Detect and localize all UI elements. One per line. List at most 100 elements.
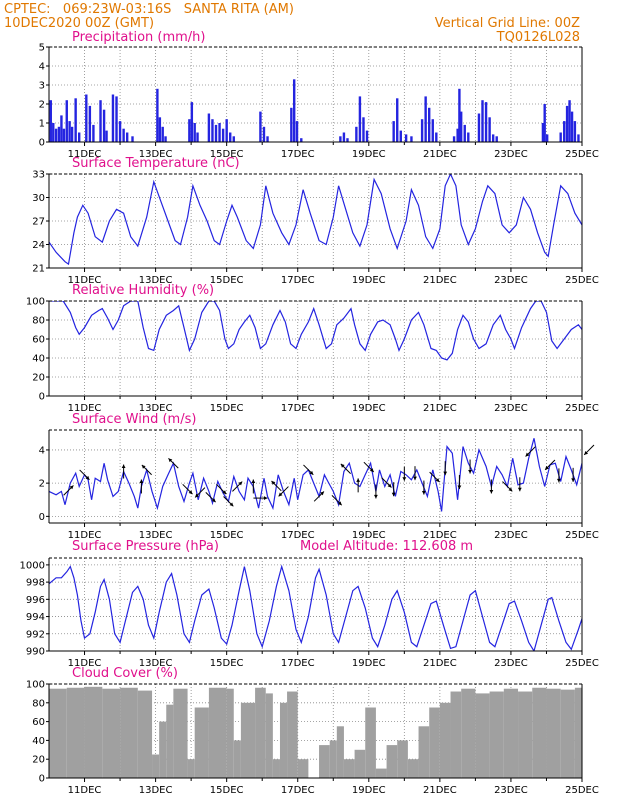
cloud-x-tick-label: 13DEC [139,785,173,796]
cloud-bar [272,759,280,778]
wind-arrow-head [413,476,417,481]
precip-bar [495,136,498,142]
precip-bar [74,98,77,142]
precip-bar [52,123,55,142]
precip-bar [68,121,71,142]
wind-x-tick-label: 25DEC [565,530,599,541]
humidity-y-tick-label: 60 [32,335,45,346]
cloud-bar [546,688,561,778]
precip-bar [428,107,431,142]
precip-bar [214,124,218,142]
cloud-bar [159,721,167,778]
cloud-y-tick-label: 40 [32,736,45,747]
wind-arrow-head [387,483,392,488]
cloud-bar [461,688,476,778]
wind-data [49,438,582,512]
temperature-line [49,174,582,266]
pressure-x-tick-label: 13DEC [139,658,173,669]
wind-arrow-head [571,478,576,482]
precip-bar [164,136,167,142]
precip-x-tick-label: 25DEC [565,149,599,160]
precip-bar [396,98,399,142]
humidity-x-tick-label: 23DEC [494,403,528,414]
precip-x-tick-label: 21DEC [423,149,457,160]
wind-arrow-head [320,491,324,496]
precip-bar [259,111,262,142]
precip-y-tick-label: 1 [39,119,45,130]
header-grid-note: Vertical Grid Line: 00Z [434,16,580,31]
precip-bar [161,126,164,142]
cloud-title: Cloud Cover (%) [72,666,178,681]
wind-x-tick-label: 19DEC [352,530,386,541]
humidity-line [49,301,582,361]
precip-y-tick-label: 0 [39,138,45,149]
humidity-y-tick-label: 40 [32,354,45,365]
wind-arrow-head [468,470,472,474]
temperature-x-tick-label: 21DEC [423,275,457,286]
precip-bar [339,136,342,142]
wind-arrow-head [309,470,314,475]
wind-x-tick-label: 17DEC [281,530,315,541]
wind-arrow-head [211,498,216,503]
cloud-x-tick-label: 25DEC [565,785,599,796]
wind-x-tick-label: 21DEC [423,530,457,541]
pressure-y-tick-label: 994 [26,612,45,623]
precip-bar [290,107,293,142]
pressure-title: Surface Pressure (hPa) [72,539,219,554]
pressure-x-tick-label: 21DEC [423,658,457,669]
temperature-x-tick-label: 13DEC [139,275,173,286]
cloud-x-tick-label: 15DEC [210,785,244,796]
precip-bar [559,132,562,142]
cloud-bar [194,707,209,778]
cloud-bar [343,759,355,778]
precip-bar [570,111,574,142]
precip-bar [362,117,365,142]
wind-arrow-head [421,491,426,495]
precip-bar [467,132,470,142]
precip-bar [225,119,228,142]
precip-bar [196,132,199,142]
humidity-panel: 0 20 40 60 80 100 11DEC 13DEC 15DEC 17DEC 19DEC 21D… [26,297,599,415]
temperature-x-tick-label: 17DEC [281,275,315,286]
wind-arrow-head [141,464,146,469]
temperature-y-tick-label: 27 [32,217,45,228]
wind-y-tick-label: 2 [39,479,45,490]
wind-arrow-head [69,485,74,490]
precip-bar [568,100,571,142]
pressure-data [49,564,582,651]
wind-arrow-head [373,494,378,499]
precip-bar [122,128,125,142]
wind-arrow-head [443,471,448,476]
wind-arrow-head [517,487,522,492]
precip-bar [88,105,92,142]
wind-title: Surface Wind (m/s) [72,412,197,427]
cloud-panel: 0 20 40 60 80 100 11DEC 13DEC 15DEC 17DEC 19DEC 21D… [26,680,599,797]
cloud-bar [475,693,490,778]
precip-bar [131,136,134,142]
precip-bar [85,94,88,142]
precip-bar [484,102,488,142]
wind-x-tick-label: 11DEC [68,530,102,541]
precip-bar [92,124,95,142]
wind-arrow-head [340,463,345,468]
wind-y-tick-label: 4 [39,445,45,456]
precip-bar [456,128,459,142]
cloud-bar [166,704,174,778]
humidity-x-tick-label: 15DEC [210,403,244,414]
cloud-bar [439,702,451,778]
cloud-bar [375,768,387,778]
precip-bar [577,134,580,142]
cloud-bar [240,702,256,778]
temperature-y-tick-label: 33 [32,170,45,181]
precip-y-tick-label: 3 [39,81,45,92]
humidity-x-tick-label: 21DEC [423,403,457,414]
cloud-bar [279,702,288,778]
precip-bar [365,130,369,142]
precip-bar [488,117,491,142]
wind-arrow-head [85,475,90,480]
temperature-y-tick-label: 24 [32,240,45,251]
wind-arrow-head [238,481,243,486]
wind-y-tick-label: 0 [39,512,45,523]
wind-arrow-head [188,490,193,495]
precip-bar [410,136,413,142]
